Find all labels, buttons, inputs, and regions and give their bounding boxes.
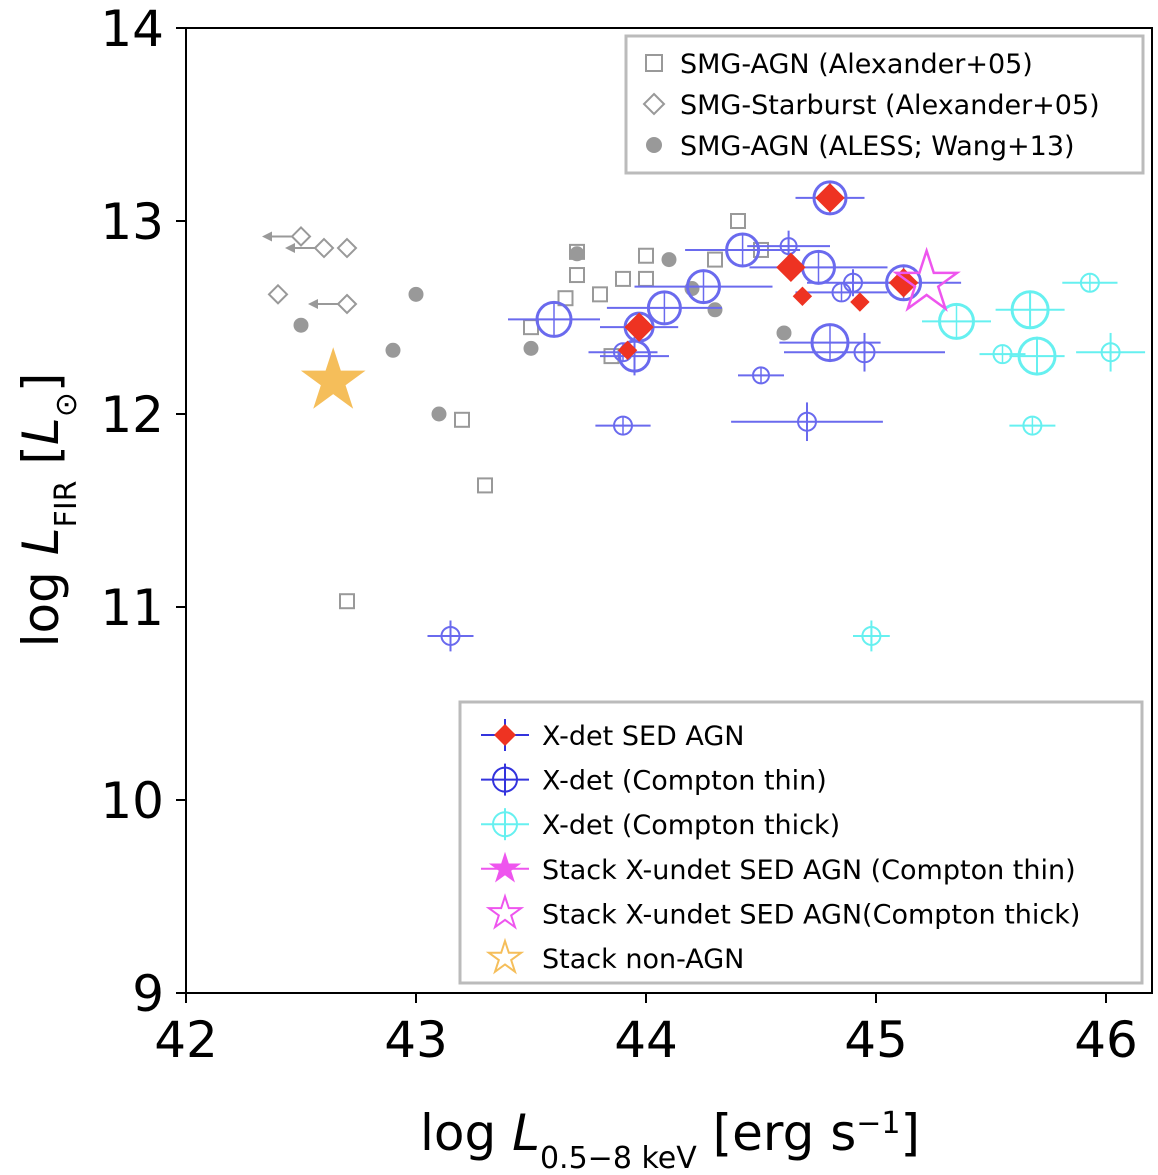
aless-circle-8 [707,302,723,318]
xdet-thin-circle-7 [686,269,721,305]
xdet-thick-circle-5 [1017,336,1057,376]
upper-limit-arrow-head-2 [308,298,318,309]
smg-agn-square-9 [615,270,631,287]
plot-frame [185,27,1153,994]
smg-agn-square-10 [638,247,654,264]
x-tick-label-0: 42 [154,1011,218,1069]
legend-top-marker-1 [642,92,666,116]
y-tick-label-2: 11 [100,579,164,637]
legend-bottom-label-3: Stack X-undet SED AGN (Compton thin) [542,855,1076,886]
y-tick-label-1: 10 [100,772,164,830]
upper-limit-arrow-head-0 [262,231,272,242]
smg-starburst-diamond-2 [313,237,335,259]
legend-bottom-label-5: Stack non-AGN [542,944,744,975]
xdet-thick-circle-1 [938,302,975,340]
legend-bottom-label-2: X-det (Compton thick) [542,810,840,841]
legend-top-label-2: SMG-AGN (ALESS; Wang+13) [680,131,1075,162]
legend-bottom-label-4: Stack X-undet SED AGN(Compton thick) [542,899,1080,930]
legend-top-marker-2 [646,137,662,153]
smg-agn-square-6 [569,267,585,284]
xdet-sed-agn-diamond-4 [815,183,845,213]
xdet-thin-circle-17 [885,264,923,302]
xdet-thin-circle-6 [646,290,682,326]
upper-limit-arrow-head-1 [285,243,295,254]
xdet-thin-circle-16 [853,341,876,364]
xdet-thin-circle-10 [779,237,798,256]
legend-bottom-label-0: X-det SED AGN [542,721,745,752]
xdet-sed-agn-diamond-3 [792,286,813,306]
xdet-thick-circle-4 [1022,415,1043,436]
legend-bottom-marker-1 [492,766,518,793]
xdet-thin-circle-15 [810,323,850,363]
smg-agn-square-7 [592,286,608,303]
xdet-thin-circle-18 [812,180,848,216]
xdet-thin-circle-9 [752,366,770,385]
legend-bottom-marker-4 [485,893,525,930]
xdet-sed-agn-diamond-1 [624,312,654,342]
xdet-thin-circle-8 [725,232,761,268]
aless-circle-9 [776,325,792,341]
aless-circle-6 [661,252,677,268]
legend-bottom-box [458,700,1144,985]
xdet-thick-circle-7 [1100,342,1121,363]
y-tick-label-3: 12 [100,386,164,444]
smg-starburst-diamond-0 [267,283,289,305]
legend-top-label-1: SMG-Starburst (Alexander+05) [680,90,1100,121]
xdet-sed-agn-diamond-5 [850,292,870,312]
y-tick-label-0: 9 [132,965,164,1023]
smg-agn-square-1 [454,411,470,428]
smg-agn-square-11 [638,270,654,287]
legend-bottom-marker-0 [494,724,516,746]
stack-non-agn-star-0 [300,347,366,409]
xdet-thick-circle-6 [1079,272,1100,293]
smg-starburst-diamond-3 [336,237,358,259]
legend-bottom-label-1: X-det (Compton thin) [542,766,827,797]
xdet-sed-agn-diamond-6 [888,268,919,298]
aless-circle-1 [385,342,401,358]
smg-starburst-diamond-1 [290,226,312,247]
xdet-thick-circle-0 [861,625,882,646]
legend-top-box [624,34,1145,175]
xdet-sed-agn-diamond-0 [617,340,638,361]
aless-circle-2 [408,286,424,302]
aless-circle-4 [523,340,539,356]
aless-circle-0 [293,317,309,333]
smg-agn-square-0 [339,593,355,610]
x-tick-label-1: 43 [384,1011,448,1069]
xdet-thin-circle-0 [440,625,461,646]
xdet-sed-agn-diamond-2 [776,252,806,283]
smg-starburst-diamond-4 [336,293,358,315]
x-tick-label-2: 44 [614,1011,678,1069]
smg-agn-square-13 [730,213,746,229]
legend-bottom-marker-5 [485,937,525,975]
x-axis-title: log L0.5−8 keV [erg s−1] [420,1104,920,1170]
x-tick-label-4: 46 [1074,1011,1138,1069]
xdet-thick-circle-2 [992,344,1013,365]
legend-bottom-marker-3 [488,851,522,883]
xdet-thick-circle-3 [1010,290,1050,330]
y-axis-title: log LFIR [L⊙] [12,373,84,648]
aless-circle-3 [431,406,447,422]
y-tick-label-5: 14 [100,0,164,58]
xdet-thin-circle-11 [797,411,817,432]
smg-agn-square-2 [477,477,493,494]
legend-bottom-marker-2 [492,811,518,838]
legend-top-marker-0 [645,54,663,72]
legend-top-label-0: SMG-AGN (Alexander+05) [680,49,1033,80]
y-tick-label-4: 13 [100,193,164,251]
xdet-thin-circle-3 [613,415,633,436]
stack-thick-star-0 [892,246,961,312]
x-tick-label-3: 45 [844,1011,908,1069]
smg-agn-square-12 [707,251,723,268]
xdet-thin-circle-1 [535,300,573,338]
aless-circle-5 [569,246,585,262]
